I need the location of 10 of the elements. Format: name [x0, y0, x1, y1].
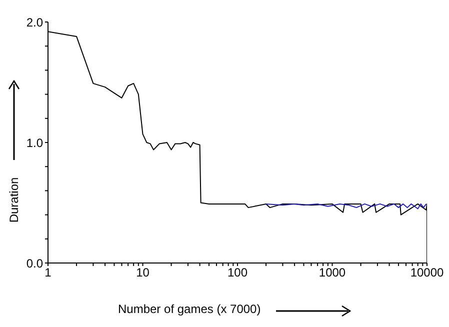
x-tick-label: 10000 [410, 266, 444, 280]
x-axis-title: Number of games (x 7000) [118, 302, 261, 316]
y-tick-label: 0.0 [26, 256, 44, 270]
x-tick-label: 1 [44, 266, 52, 280]
y-axis-title: Duration [7, 177, 21, 223]
y-tick-label: 2.0 [26, 15, 44, 30]
x-tick-label: 100 [227, 266, 248, 280]
y-tick-label: 1.0 [26, 136, 44, 150]
x-tick-label: 1000 [318, 266, 346, 280]
x-tick-label: 10 [136, 266, 150, 280]
